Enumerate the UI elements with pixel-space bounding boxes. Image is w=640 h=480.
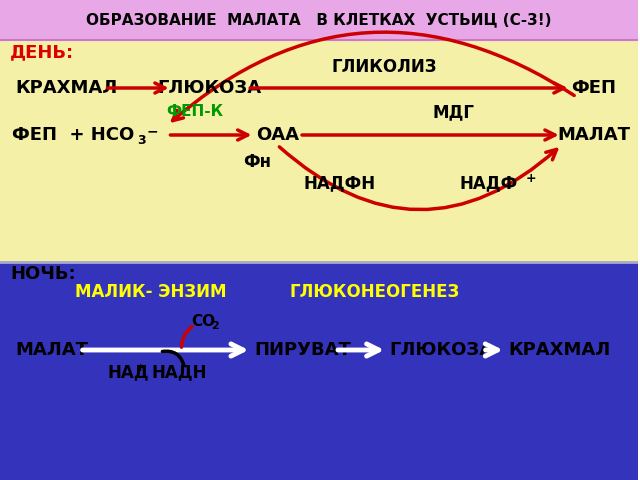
Text: КРАХМАЛ: КРАХМАЛ	[509, 341, 611, 359]
Text: ФЕП-К: ФЕП-К	[166, 105, 223, 120]
Text: ОБРАЗОВАНИЕ  МАЛАТА   В КЛЕТКАХ  УСТЬИЦ (С-3!): ОБРАЗОВАНИЕ МАЛАТА В КЛЕТКАХ УСТЬИЦ (С-3…	[86, 12, 552, 27]
Text: КРАХМАЛ: КРАХМАЛ	[15, 79, 117, 97]
Text: +: +	[525, 172, 536, 185]
Text: ГЛИКОЛИЗ: ГЛИКОЛИЗ	[332, 58, 436, 76]
Text: Фн: Фн	[243, 153, 271, 171]
Text: ПИРУВАТ: ПИРУВАТ	[254, 341, 351, 359]
Text: ГЛЮКОНЕОГЕНЕЗ: ГЛЮКОНЕОГЕНЕЗ	[289, 283, 460, 301]
Bar	[0, 0, 638, 40]
Text: ОАА: ОАА	[256, 126, 299, 144]
Text: НАДН: НАДН	[152, 363, 207, 381]
Text: НАД: НАД	[108, 363, 149, 381]
Text: МАЛАТ: МАЛАТ	[557, 126, 630, 144]
FancyArrowPatch shape	[280, 147, 557, 210]
Text: ГЛЮКОЗА: ГЛЮКОЗА	[389, 341, 493, 359]
FancyArrowPatch shape	[163, 351, 184, 365]
Text: МАЛАТ: МАЛАТ	[15, 341, 88, 359]
Bar	[0, 40, 638, 262]
Text: НОЧЬ:: НОЧЬ:	[10, 265, 76, 283]
Text: НАДФ: НАДФ	[460, 174, 518, 192]
Text: МДГ: МДГ	[433, 103, 475, 121]
Text: 2: 2	[211, 321, 220, 331]
Bar	[0, 262, 638, 480]
Text: ФЕП  + НСО: ФЕП + НСО	[12, 126, 134, 144]
Text: ГЛЮКОЗА: ГЛЮКОЗА	[157, 79, 262, 97]
FancyArrowPatch shape	[173, 32, 574, 120]
Text: −: −	[147, 124, 158, 138]
Text: НАДФН: НАДФН	[303, 174, 375, 192]
Text: ДЕНЬ:: ДЕНЬ:	[10, 43, 74, 61]
Text: МАЛИК- ЭНЗИМ: МАЛИК- ЭНЗИМ	[75, 283, 227, 301]
FancyArrowPatch shape	[182, 326, 192, 347]
Text: ФЕП: ФЕП	[571, 79, 616, 97]
Text: СО: СО	[191, 314, 216, 329]
Text: 3: 3	[138, 133, 147, 146]
Text: +: +	[136, 363, 145, 373]
